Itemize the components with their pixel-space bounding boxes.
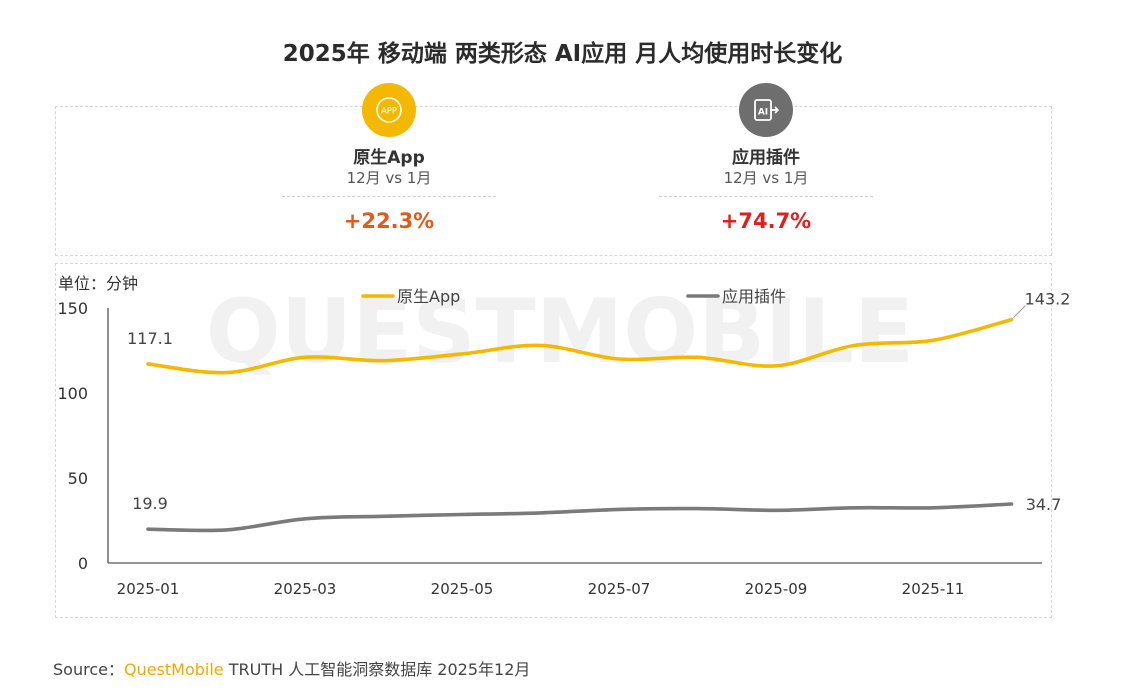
summary-change: +22.3%	[343, 209, 435, 233]
summary-label: 原生App	[353, 148, 425, 168]
summary-divider	[282, 196, 496, 197]
data-label: 19.9	[132, 494, 168, 513]
summary-change: +74.7%	[720, 209, 812, 233]
chart-series: 117.1 143.2 19.9 34.7	[127, 290, 1071, 533]
source-rest: TRUTH 人工智能洞察数据库 2025年12月	[223, 660, 531, 679]
svg-text:APP: APP	[381, 107, 397, 117]
summary-period: 12月 vs 1月	[346, 169, 432, 187]
unit-label: 单位：分钟	[58, 274, 139, 293]
chart-panel	[55, 263, 1052, 618]
series-line-app-plugin	[146, 502, 1014, 533]
y-tick-label: 150	[57, 299, 88, 318]
legend-label: 应用插件	[722, 287, 786, 306]
x-tick-label: 2025-11	[902, 580, 965, 598]
chart-axes: 0 50 100 150 2025-01 2025-03 2025-05 2025-07 202…	[57, 299, 1042, 598]
summary-divider	[659, 196, 873, 197]
x-tick-label: 2025-07	[588, 580, 651, 598]
watermark: QUESTMOBILE	[206, 280, 914, 383]
source-prefix: Source：	[53, 660, 124, 679]
svg-text:AI: AI	[758, 108, 768, 118]
x-tick-label: 2025-03	[274, 580, 337, 598]
source-note: Source：QuestMobile TRUTH 人工智能洞察数据库 2025年…	[53, 656, 530, 680]
app-icon: APP	[362, 83, 416, 137]
y-tick-label: 0	[78, 554, 88, 573]
data-label: 117.1	[127, 329, 173, 348]
source-brand: QuestMobile	[123, 660, 224, 679]
x-tick-label: 2025-05	[431, 580, 494, 598]
y-tick-label: 50	[68, 469, 88, 488]
summary-panel: APP 原生App 12月 vs 1月 +22.3% AI 应用插件 12月 v…	[55, 83, 1052, 256]
x-tick-label: 2025-09	[745, 580, 808, 598]
chart-legend: 原生App 应用插件	[361, 287, 786, 306]
ai-plugin-icon: AI	[739, 83, 793, 137]
data-label: 34.7	[1026, 495, 1062, 514]
chart-title: 2025年 移动端 两类形态 AI应用 月人均使用时长变化	[282, 41, 843, 67]
data-label: 143.2	[1025, 290, 1071, 309]
summary-period: 12月 vs 1月	[723, 169, 809, 187]
x-tick-label: 2025-01	[117, 580, 180, 598]
summary-label: 应用插件	[732, 148, 800, 168]
y-tick-label: 100	[57, 384, 88, 403]
series-line-native-app	[146, 317, 1014, 375]
legend-label: 原生App	[397, 287, 460, 306]
label-leader-line	[1013, 305, 1026, 318]
